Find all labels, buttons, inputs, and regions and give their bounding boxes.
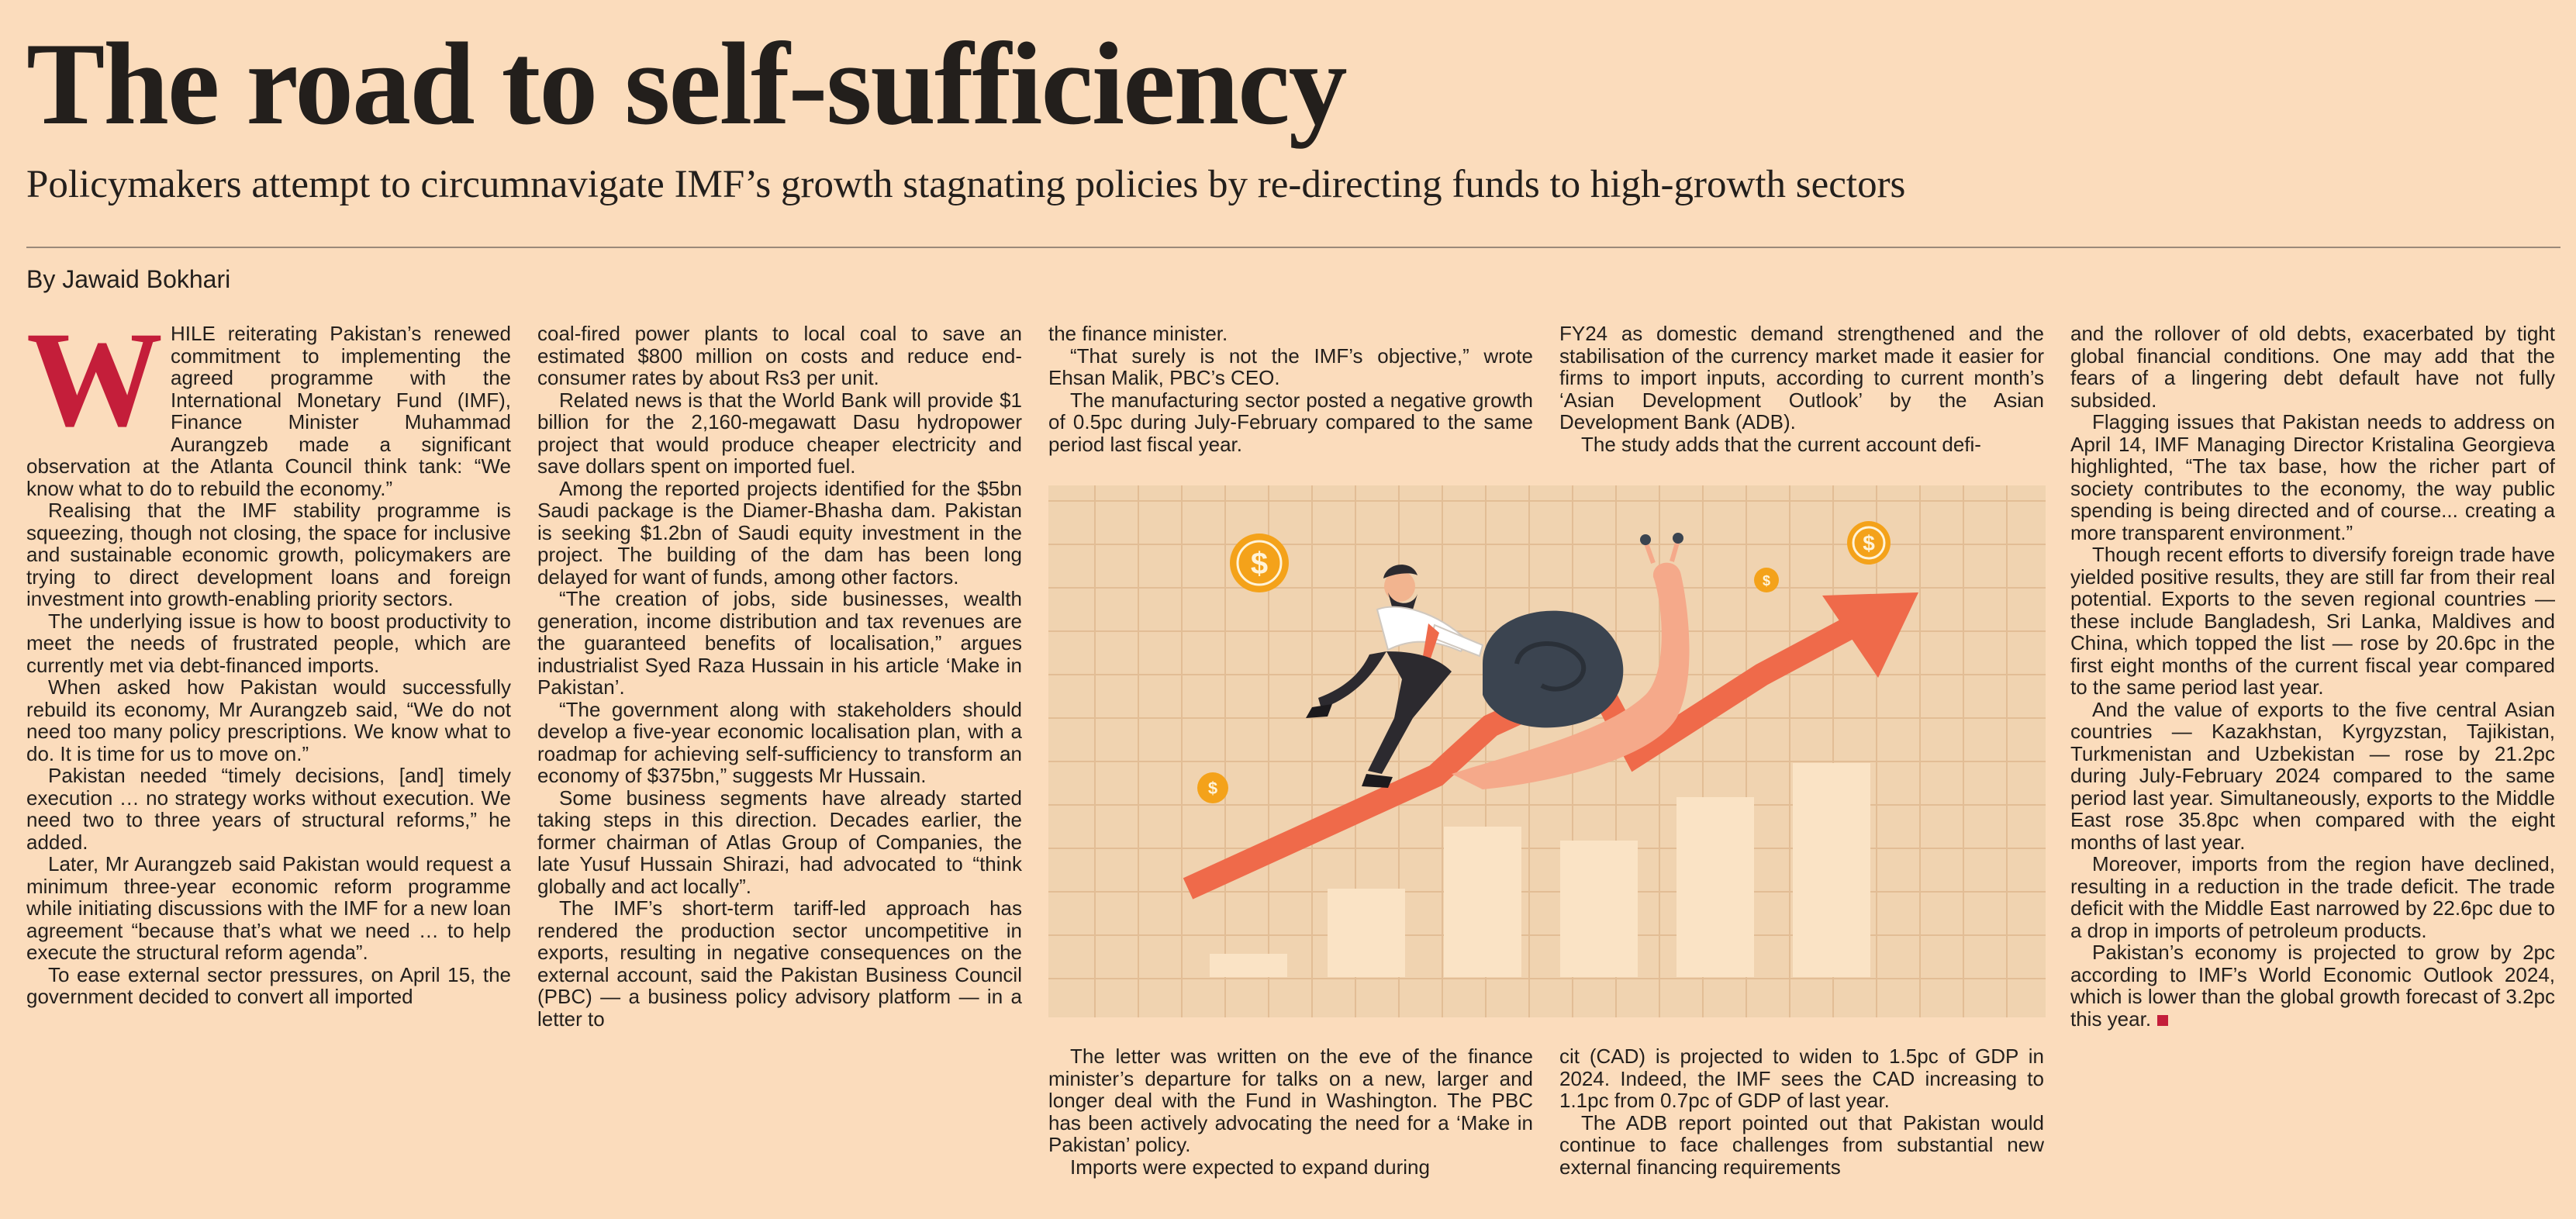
article-column-3-bottom: The letter was written on the eve of the… bbox=[1048, 1045, 1533, 1200]
paragraph: Imports were expected to expand during bbox=[1070, 1155, 1430, 1179]
paragraph: W HILE reiterating Pakistan’s renewed com… bbox=[26, 323, 511, 500]
paragraph: Later, Mr Aurangzeb said Pakistan would … bbox=[26, 852, 511, 964]
paragraph: Related news is that the World Bank will… bbox=[537, 388, 1022, 478]
paragraph: The ADB report pointed out that Pakistan… bbox=[1559, 1110, 2044, 1179]
paragraph: “The government along with stakeholders … bbox=[537, 697, 1022, 787]
subheadline: Policymakers attempt to circumnavigate I… bbox=[26, 163, 1906, 206]
paragraph: And the value of exports to the five cen… bbox=[2070, 697, 2555, 854]
coin-symbol: $ bbox=[1251, 547, 1268, 581]
coin: $ bbox=[1230, 534, 1289, 592]
paragraph: When asked how Pakistan would successful… bbox=[26, 675, 511, 765]
end-of-article-mark bbox=[2157, 1014, 2169, 1026]
bar bbox=[1444, 827, 1521, 977]
drop-cap: W bbox=[26, 323, 163, 455]
businessman bbox=[1306, 565, 1484, 788]
paragraph: The underlying issue is how to boost pro… bbox=[26, 609, 511, 677]
paragraph: Realising that the IMF stability program… bbox=[26, 499, 511, 610]
coin: $ bbox=[1197, 772, 1228, 803]
growth-illustration: $ $ $ $ bbox=[1048, 485, 2046, 1017]
arrow-head bbox=[1822, 592, 1918, 678]
paragraph: The IMF’s short-term tariff-led approach… bbox=[537, 896, 1022, 1031]
coin: $ bbox=[1754, 568, 1779, 592]
paragraph: The study adds that the current account … bbox=[1581, 432, 1981, 456]
article-column-2: coal-fired power plants to local coal to… bbox=[537, 323, 1022, 1199]
bar bbox=[1676, 797, 1754, 977]
coin-symbol: $ bbox=[1863, 531, 1875, 555]
paragraph: Some business segments have already star… bbox=[537, 786, 1022, 898]
paragraph: “The creation of jobs, side businesses, … bbox=[537, 587, 1022, 699]
bar bbox=[1328, 889, 1405, 977]
coin-symbol: $ bbox=[1763, 573, 1770, 589]
bar bbox=[1793, 763, 1870, 977]
paragraph: coal-fired power plants to local coal to… bbox=[537, 323, 1022, 389]
paragraph: Pakistan’s economy is projected to grow … bbox=[2070, 941, 2555, 1031]
paragraph: The letter was written on the eve of the… bbox=[1048, 1045, 1533, 1156]
bar bbox=[1560, 841, 1638, 977]
coin-symbol: $ bbox=[1208, 779, 1217, 798]
article-column-4-top: FY24 as domestic demand strengthened and… bbox=[1559, 323, 2044, 478]
paragraph: FY24 as domestic demand strengthened and… bbox=[1559, 323, 2044, 433]
paragraph: cit (CAD) is projected to widen to 1.5pc… bbox=[1559, 1045, 2044, 1112]
paragraph: To ease external sector pressures, on Ap… bbox=[26, 962, 511, 1008]
paragraph: “That surely is not the IMF’s objective,… bbox=[1048, 344, 1533, 389]
paragraph: Among the reported projects identified f… bbox=[537, 476, 1022, 589]
article-column-1: W HILE reiterating Pakistan’s renewed com… bbox=[26, 323, 511, 1199]
paragraph: and the rollover of old debts, exacerbat… bbox=[2070, 323, 2555, 412]
article-column-3-top: the finance minister. “That surely is no… bbox=[1048, 323, 1533, 478]
article-column-4-bottom: cit (CAD) is projected to widen to 1.5pc… bbox=[1559, 1045, 2044, 1200]
paragraph: The manufacturing sector posted a negati… bbox=[1048, 388, 1533, 456]
rising-bars bbox=[1210, 763, 1870, 977]
headline: The road to self-sufficiency bbox=[26, 19, 1348, 149]
coin: $ bbox=[1847, 521, 1891, 565]
header-divider bbox=[26, 247, 2560, 248]
paragraph: Moreover, imports from the region have d… bbox=[2070, 852, 2555, 942]
paragraph: the finance minister. bbox=[1048, 323, 1228, 345]
paragraph: Pakistan needed “timely decisions, [and]… bbox=[26, 764, 511, 854]
paragraph: Flagging issues that Pakistan needs to a… bbox=[2070, 410, 2555, 544]
snail bbox=[1452, 533, 1690, 789]
snail-body bbox=[1452, 562, 1690, 789]
byline: By Jawaid Bokhari bbox=[26, 265, 231, 293]
article-column-5: and the rollover of old debts, exacerbat… bbox=[2070, 323, 2555, 1199]
snail-shell bbox=[1483, 610, 1624, 728]
bar bbox=[1210, 954, 1287, 977]
paragraph: Though recent efforts to diversify forei… bbox=[2070, 543, 2555, 699]
